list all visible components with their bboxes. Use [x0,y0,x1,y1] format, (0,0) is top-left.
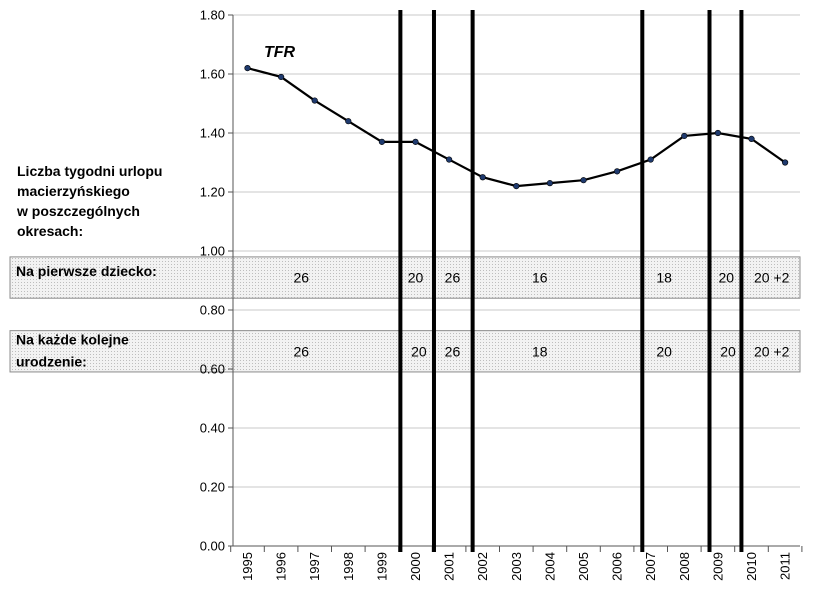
band-value: 20 [720,343,736,359]
band-1 [9,256,801,299]
band-2 [9,330,801,373]
tfr-point [345,118,352,125]
x-tick-label: 2008 [677,552,692,581]
tfr-point [580,177,587,184]
y-tick-label: 0.60 [200,362,225,377]
tfr-point [446,156,453,163]
side-title-line: macierzyńskiego [17,183,130,199]
x-tick-label: 2000 [408,552,423,581]
tfr-point [513,183,520,190]
x-tick-label: 2009 [710,552,725,581]
x-tick-label: 2005 [576,552,591,581]
tfr-point [748,135,755,142]
tfr-series [244,64,789,190]
axes [228,14,803,552]
x-tick-label: 2010 [744,552,759,581]
side-title: Liczba tygodni urlopu macierzyńskiego w po… [17,161,162,241]
band-value: 20 [408,270,424,286]
period-separators [398,10,744,552]
x-tick-label: 2004 [542,552,557,581]
tfr-point [613,168,621,175]
x-tick-label: 2006 [610,552,625,581]
side-title-line: okresach: [17,223,84,239]
band-value: 26 [293,270,309,286]
tfr-point [546,180,554,187]
y-tick-label: 0.00 [200,539,225,554]
y-tick-label: 1.00 [200,244,225,259]
x-tick-label: 1999 [374,552,389,581]
x-tick-label: 2011 [778,552,793,580]
band-value: 20 [656,343,672,359]
tfr-point [412,138,419,145]
y-tick-label: 1.40 [200,126,225,141]
tfr-point [681,132,688,140]
band-label: Na pierwsze dziecko: [16,263,157,279]
y-tick-label: 0.80 [200,303,225,318]
side-title-line: w poszczególnych [17,203,140,219]
series-label-tfr: TFR [264,44,296,61]
tfr-point [278,73,285,81]
band-label: Na każde kolejne [16,332,129,348]
tfr-point [378,138,386,145]
x-tick-label: 2003 [509,552,524,581]
side-title-line: Liczba tygodni urlopu [17,163,163,179]
y-tick-label: 1.20 [200,185,225,200]
band-value: 26 [445,270,461,286]
band-value: 26 [293,343,309,359]
tfr-point [244,64,251,72]
x-tick-label: 2002 [475,552,490,581]
band-value: 16 [532,270,548,286]
tfr-point [647,156,654,163]
y-tick-label: 1.80 [200,8,225,23]
tfr-line [247,67,786,188]
x-tick-label: 2007 [643,552,658,581]
band-label: urodzenie: [16,354,87,370]
x-tick-label: 1995 [240,552,255,581]
band-value: 20 +2 [754,343,790,359]
tfr-point [311,97,318,104]
tfr-point [714,129,722,137]
leave-bands [9,256,801,373]
band-value: 20 [411,343,427,359]
y-tick-label: 0.40 [200,421,225,436]
band-value: 20 +2 [754,270,790,286]
band-value: 20 [719,270,735,286]
gridlines [233,14,800,488]
x-tick-label: 1997 [307,552,322,581]
tfr-point [781,159,789,166]
y-tick-label: 1.60 [200,67,225,82]
y-tick-label: 0.20 [200,480,225,495]
x-tick-label: 1998 [341,552,356,581]
band-value: 18 [532,343,548,359]
band-value: 26 [445,343,461,359]
band-value: 18 [656,270,672,286]
x-tick-label: 2001 [442,552,457,581]
chart-labels: 0.00 0.20 0.40 0.60 0.80 1.00 1.20 1.40 1.60 1.80… [16,8,793,581]
x-tick-label: 1996 [274,552,289,581]
tfr-point [479,174,486,181]
